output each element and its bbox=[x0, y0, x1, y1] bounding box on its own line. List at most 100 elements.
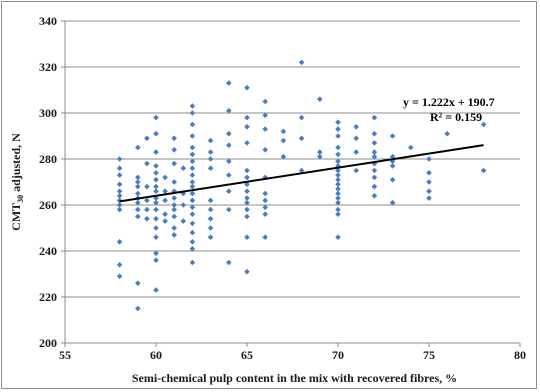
data-point bbox=[353, 135, 359, 142]
data-point bbox=[153, 149, 159, 155]
data-point bbox=[135, 174, 141, 181]
data-point bbox=[262, 234, 268, 240]
y-tick-label-260: 260 bbox=[39, 198, 57, 212]
data-point bbox=[244, 206, 250, 213]
data-point bbox=[171, 232, 177, 238]
data-point bbox=[135, 280, 141, 286]
data-point bbox=[226, 172, 232, 178]
data-point bbox=[171, 135, 177, 142]
x-axis-title: Semi-chemical pulp content in the mix wi… bbox=[132, 371, 457, 385]
data-point bbox=[335, 206, 341, 213]
data-point bbox=[426, 170, 432, 176]
data-point bbox=[207, 149, 214, 155]
data-point bbox=[426, 156, 432, 162]
y-tick-label-280: 280 bbox=[39, 152, 57, 166]
data-point bbox=[335, 133, 341, 139]
data-point bbox=[116, 181, 123, 188]
data-point bbox=[226, 206, 232, 213]
data-point bbox=[389, 176, 396, 183]
data-point bbox=[189, 151, 196, 158]
data-points bbox=[116, 59, 487, 312]
data-point bbox=[207, 197, 214, 204]
data-point bbox=[335, 126, 341, 132]
data-point bbox=[171, 206, 177, 213]
data-point bbox=[226, 80, 232, 86]
data-point bbox=[244, 195, 250, 201]
data-point bbox=[135, 305, 141, 312]
data-point bbox=[144, 197, 150, 204]
data-point bbox=[335, 195, 341, 201]
data-point bbox=[135, 206, 141, 213]
data-point bbox=[171, 188, 177, 194]
y-axis-title-subscript: 30 bbox=[16, 195, 25, 203]
data-point bbox=[144, 206, 150, 213]
x-tick-label-55: 55 bbox=[59, 348, 71, 362]
data-point bbox=[189, 172, 196, 178]
data-point bbox=[189, 239, 196, 245]
data-point bbox=[153, 183, 159, 190]
data-point bbox=[335, 176, 341, 183]
data-point bbox=[389, 158, 396, 165]
data-point bbox=[389, 133, 396, 139]
data-point bbox=[180, 218, 187, 224]
data-point bbox=[244, 167, 250, 174]
data-point bbox=[207, 165, 214, 171]
data-point bbox=[244, 213, 250, 220]
data-point bbox=[262, 204, 268, 211]
data-point bbox=[371, 130, 378, 137]
data-point bbox=[207, 225, 214, 231]
data-point bbox=[153, 114, 159, 121]
data-point bbox=[244, 199, 250, 206]
data-point bbox=[280, 137, 287, 144]
data-point bbox=[135, 190, 141, 197]
data-point bbox=[180, 202, 187, 208]
data-point bbox=[371, 174, 378, 181]
data-point bbox=[262, 174, 268, 181]
data-point bbox=[317, 96, 323, 102]
data-point bbox=[244, 268, 250, 275]
data-point bbox=[189, 103, 196, 109]
y-tick-label-300: 300 bbox=[39, 106, 57, 120]
data-point bbox=[280, 128, 287, 135]
data-point bbox=[371, 153, 378, 160]
data-point bbox=[153, 206, 159, 213]
data-point bbox=[153, 225, 159, 231]
data-point bbox=[262, 98, 268, 105]
data-point bbox=[171, 195, 177, 201]
data-point bbox=[226, 107, 232, 114]
data-point bbox=[335, 172, 341, 178]
data-point bbox=[335, 186, 341, 192]
data-point bbox=[116, 165, 123, 171]
data-point bbox=[444, 130, 450, 137]
data-point bbox=[189, 110, 196, 116]
data-point bbox=[153, 250, 159, 257]
x-tick-label-65: 65 bbox=[241, 348, 253, 362]
y-tick-label-320: 320 bbox=[39, 60, 57, 74]
data-point bbox=[389, 153, 396, 160]
data-point bbox=[116, 193, 123, 199]
data-point bbox=[408, 144, 414, 151]
data-point bbox=[171, 147, 177, 153]
data-point bbox=[389, 199, 396, 206]
data-point bbox=[389, 163, 396, 169]
data-point bbox=[144, 160, 150, 167]
data-point bbox=[226, 130, 232, 137]
trendline bbox=[119, 144, 484, 203]
y-axis-title-rest: adjusted, N bbox=[9, 133, 23, 195]
data-point bbox=[371, 140, 378, 146]
y-tick-label-340: 340 bbox=[39, 14, 57, 28]
data-point bbox=[153, 257, 159, 263]
data-point bbox=[116, 172, 123, 178]
data-point bbox=[116, 239, 123, 245]
x-tick-label-70: 70 bbox=[332, 348, 344, 362]
data-point bbox=[162, 174, 168, 181]
data-point bbox=[162, 218, 168, 224]
data-point bbox=[335, 167, 341, 174]
data-point bbox=[153, 170, 159, 176]
data-point bbox=[262, 112, 268, 119]
data-point bbox=[153, 199, 159, 206]
data-point bbox=[171, 179, 177, 185]
data-point bbox=[262, 190, 268, 197]
y-axis-title: CMT30 adjusted, N bbox=[9, 133, 25, 231]
y-tick-label-220: 220 bbox=[39, 290, 57, 304]
